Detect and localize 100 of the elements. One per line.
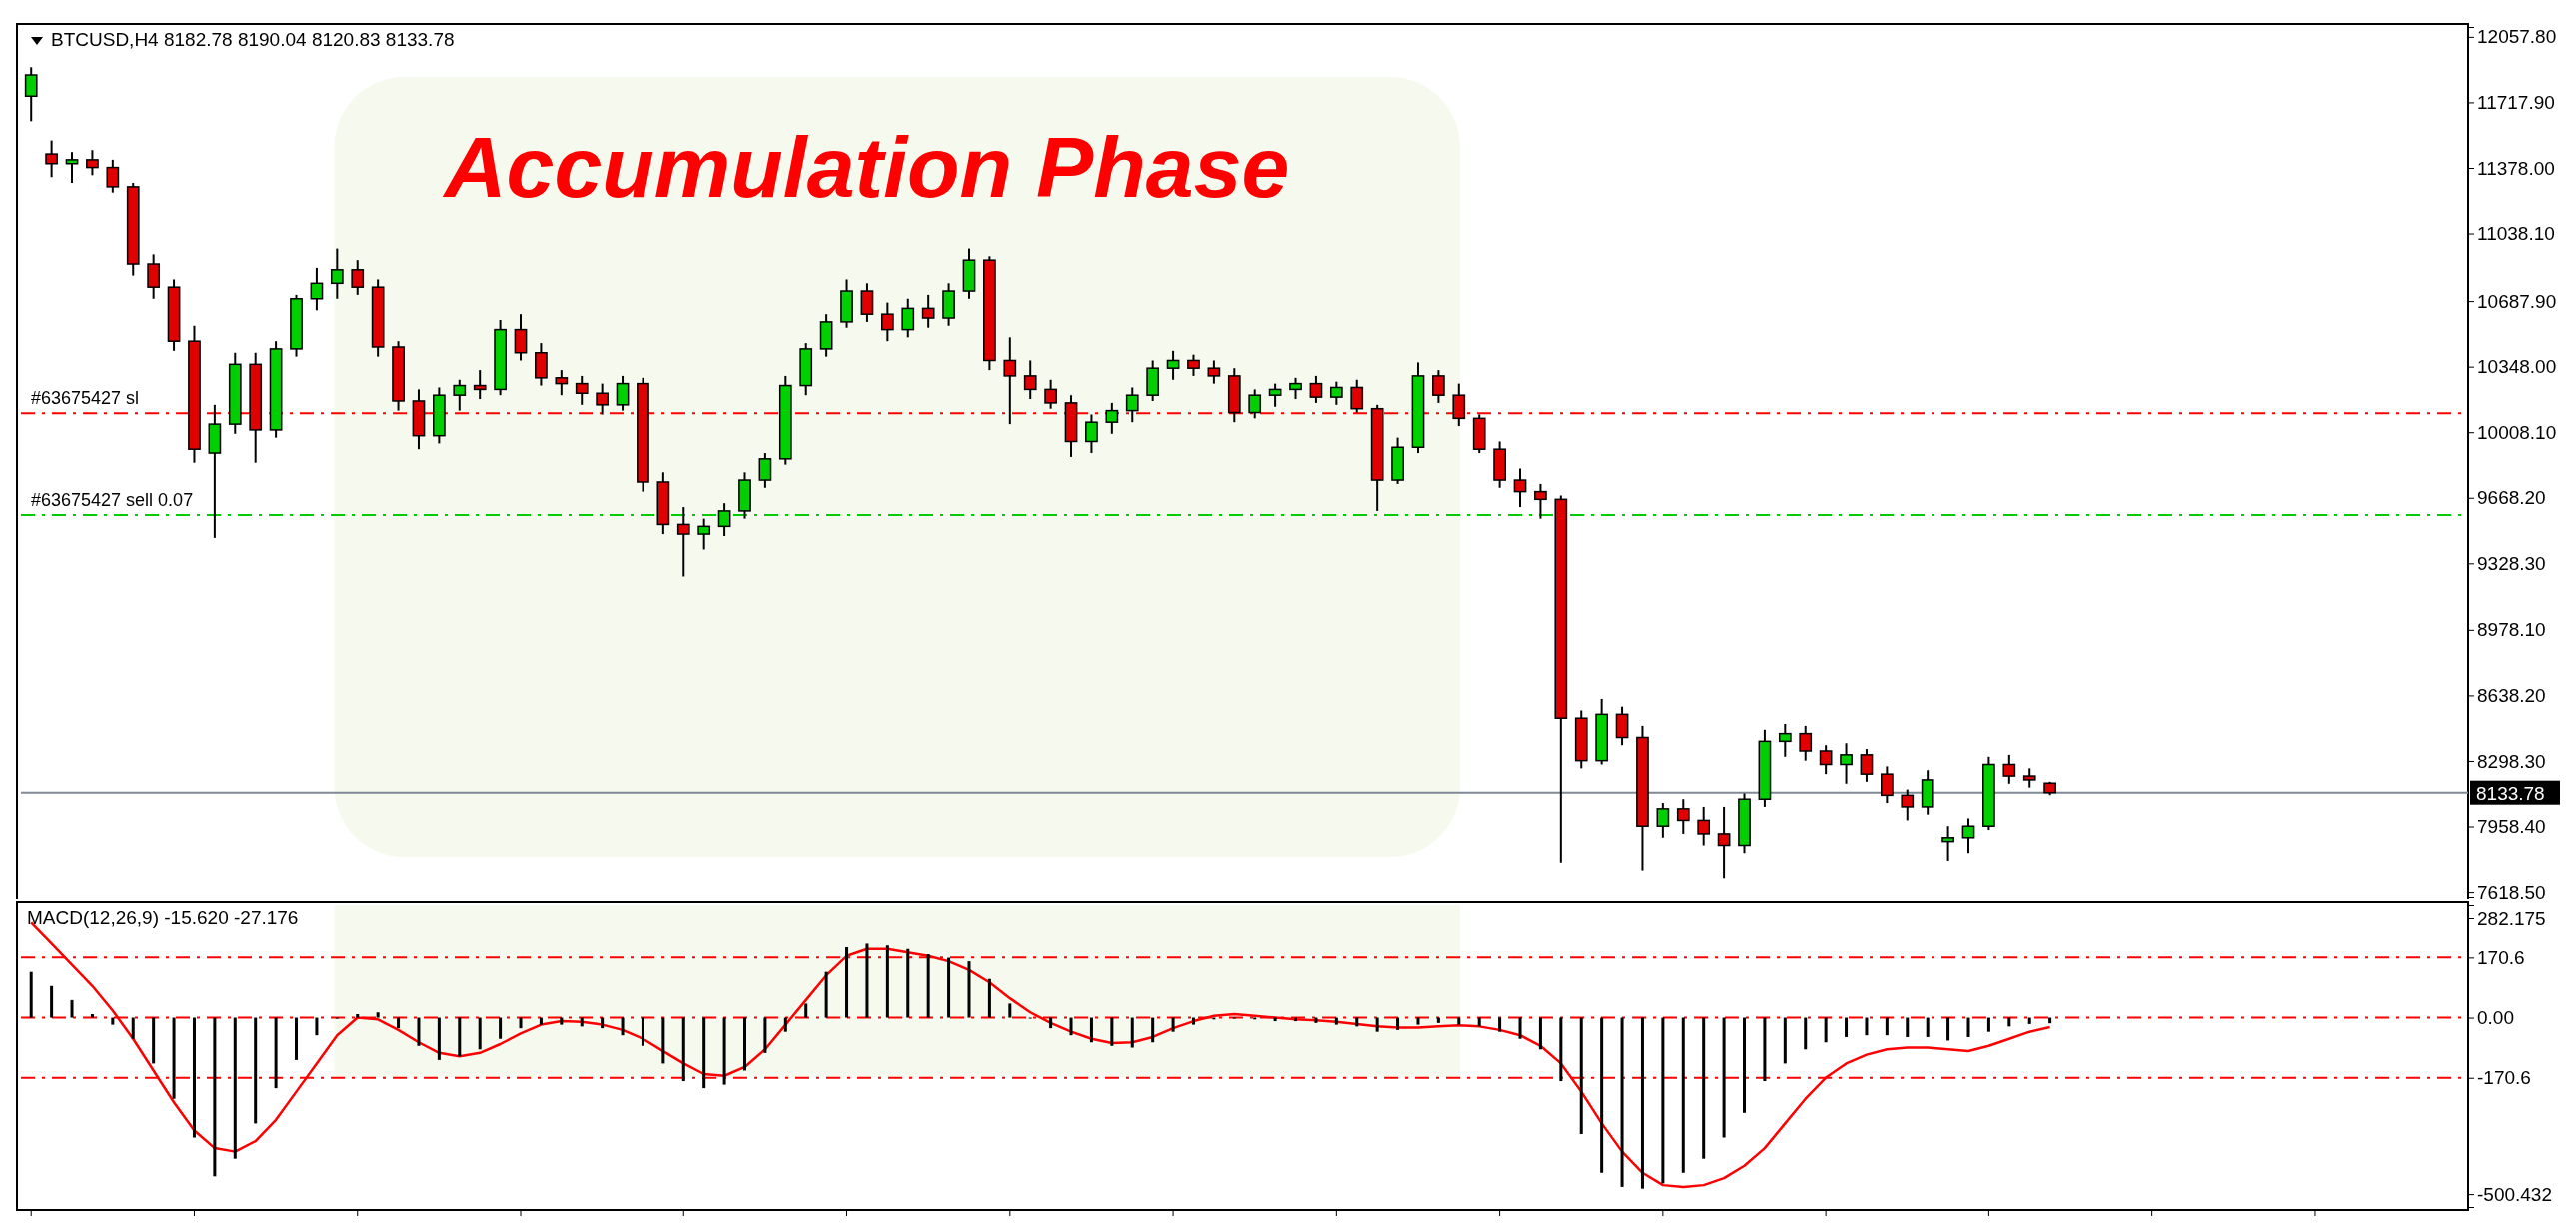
- candlestick: [1085, 413, 1098, 455]
- bar: [661, 1017, 665, 1064]
- bar: [1620, 1017, 1624, 1187]
- bar: [458, 1017, 462, 1057]
- candlestick: [1125, 386, 1139, 424]
- bar: [1416, 1017, 1420, 1025]
- candlestick: [1656, 802, 1670, 839]
- candlestick: [1615, 705, 1629, 747]
- bar: [499, 1017, 503, 1039]
- bar: [580, 1017, 584, 1027]
- bar: [111, 1017, 115, 1025]
- candlestick: [1044, 378, 1057, 410]
- bar: [1845, 1017, 1849, 1037]
- candlestick: [1166, 349, 1180, 381]
- bar: [437, 1017, 441, 1060]
- bar: [1722, 1017, 1726, 1138]
- bar: [641, 1017, 644, 1046]
- candlestick: [351, 259, 365, 296]
- bar: [417, 1017, 421, 1046]
- bar: [295, 1017, 299, 1060]
- bar: [1314, 1017, 1318, 1023]
- candlestick: [1819, 744, 1833, 776]
- candlestick: [596, 382, 609, 416]
- bar: [1763, 1017, 1767, 1082]
- bar: [906, 948, 910, 1018]
- bar: [1151, 1017, 1155, 1043]
- bar: [1355, 1017, 1359, 1027]
- candlestick: [2022, 767, 2036, 789]
- bar: [804, 1003, 808, 1018]
- bar: [1171, 1017, 1175, 1032]
- y-tick-label: 8978.10: [2477, 619, 2546, 641]
- chart-title: MACD(12,26,9) -15.620 -27.176: [27, 907, 299, 928]
- candlestick: [1860, 748, 1874, 783]
- bar: [1089, 1017, 1093, 1043]
- bar: [519, 1017, 523, 1029]
- bar: [743, 1017, 746, 1071]
- bar: [1640, 1017, 1644, 1189]
- y-tick-label: 11378.00: [2477, 157, 2555, 179]
- bar: [967, 961, 971, 1018]
- candlestick: [2002, 753, 2016, 785]
- bar: [1966, 1017, 1970, 1037]
- bar: [885, 945, 889, 1018]
- bar: [1498, 1017, 1502, 1032]
- bar: [947, 957, 951, 1018]
- candlestick: [616, 374, 630, 412]
- bar: [824, 971, 828, 1018]
- candlestick: [901, 297, 915, 339]
- candlestick: [1676, 798, 1690, 835]
- bar: [987, 978, 991, 1018]
- bar: [1804, 1017, 1808, 1050]
- candlestick: [921, 293, 935, 329]
- bar: [192, 1017, 196, 1138]
- bar: [1110, 1017, 1114, 1046]
- bar: [1538, 1017, 1542, 1050]
- bar: [1130, 1017, 1134, 1048]
- bar: [681, 1017, 685, 1082]
- annotation: Accumulation Phase: [442, 119, 1290, 215]
- bar: [1477, 1017, 1481, 1027]
- ref-line-label: #63675427 sell 0.07: [31, 489, 194, 510]
- bar: [1375, 1017, 1379, 1032]
- y-tick-label: 10008.10: [2477, 421, 2557, 443]
- candlestick: [676, 506, 690, 578]
- y-tick-label: 7958.40: [2477, 816, 2546, 838]
- candlestick: [1309, 374, 1323, 404]
- y-tick-label: -170.6: [2477, 1067, 2531, 1089]
- candlestick: [1248, 388, 1262, 420]
- bar: [783, 1017, 787, 1032]
- candlestick: [1881, 765, 1894, 805]
- bar: [1885, 1017, 1889, 1036]
- candlestick: [45, 139, 58, 179]
- candlestick: [473, 369, 487, 401]
- bar: [1681, 1017, 1685, 1173]
- bar: [274, 1017, 278, 1089]
- candlestick: [24, 66, 38, 123]
- bar: [376, 1012, 380, 1018]
- candlestick: [1350, 378, 1364, 414]
- bar: [845, 946, 849, 1018]
- bar: [1986, 1017, 1990, 1032]
- bar: [1600, 1017, 1604, 1173]
- bar: [1824, 1017, 1828, 1043]
- bar: [152, 1017, 156, 1064]
- bar: [601, 1017, 605, 1029]
- candlestick: [1023, 359, 1037, 401]
- bar: [2007, 1017, 2011, 1027]
- candlestick: [1799, 724, 1813, 762]
- candlestick: [880, 301, 894, 343]
- bar: [722, 1017, 726, 1085]
- bar: [172, 1017, 176, 1099]
- candlestick: [1941, 825, 1954, 862]
- bar: [865, 943, 869, 1018]
- candlestick: [1105, 401, 1119, 435]
- bar: [1661, 1017, 1665, 1184]
- candlestick: [330, 247, 344, 300]
- bar: [539, 1017, 543, 1025]
- bar: [1865, 1017, 1869, 1036]
- bar: [1049, 1017, 1053, 1029]
- candlestick: [514, 313, 528, 362]
- y-tick-label: 10348.00: [2477, 356, 2557, 378]
- bar: [1191, 1017, 1195, 1025]
- bar: [50, 985, 54, 1018]
